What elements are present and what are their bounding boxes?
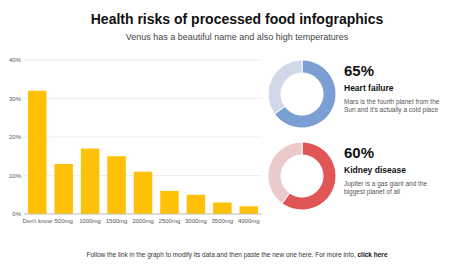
y-tick-label: 20% (9, 134, 22, 140)
grid-line (24, 60, 262, 61)
donut-percent: 65% (344, 62, 374, 79)
x-tick-label: 1000mg (79, 218, 101, 224)
bar (107, 156, 126, 214)
footer-text: Follow the link in the graph to modify i… (87, 251, 358, 259)
y-tick-label: 30% (9, 96, 22, 102)
donut-title: Kidney disease (344, 165, 406, 175)
donut-title: Heart failure (344, 83, 394, 93)
y-tick-label: 0% (12, 211, 21, 217)
bar (213, 202, 232, 214)
bar (134, 172, 153, 214)
bar (81, 149, 100, 214)
bar (240, 206, 259, 214)
bar (54, 164, 73, 214)
chart-root: Health risks of processed food infograph… (0, 0, 474, 266)
x-tick-label: 1500mg (106, 218, 128, 224)
bar (187, 195, 206, 214)
x-tick-label: 500mg (54, 218, 72, 224)
x-tick-label: 4000mg (238, 218, 260, 224)
donut-text: Jupiter is a gas giant and thebiggest pl… (344, 180, 427, 197)
donut-slice (268, 60, 302, 114)
x-tick-label: 3500mg (211, 218, 233, 224)
grid (24, 60, 262, 214)
x-axis-line (24, 214, 262, 215)
footer-link: click here (358, 251, 388, 258)
donut (268, 60, 336, 128)
y-tick-label: 40% (9, 57, 22, 63)
donut (268, 142, 336, 210)
y-tick-label: 10% (9, 173, 22, 179)
subtitle: Venus has a beautiful name and also high… (126, 32, 349, 42)
grid-line (24, 214, 262, 215)
x-tick-label: Don't know (22, 218, 52, 224)
grid-line (24, 137, 262, 138)
footer: Follow the link in the graph to modify i… (87, 251, 388, 259)
x-tick-label: 3000mg (185, 218, 207, 224)
bars (28, 91, 258, 214)
title: Health risks of processed food infograph… (91, 11, 384, 27)
x-tick-label: 2000mg (132, 218, 154, 224)
donut-percent: 60% (344, 144, 374, 161)
donut-text: Mars is the fourth planet from theSun an… (344, 98, 440, 115)
donut-slice (268, 142, 302, 204)
bar (28, 91, 47, 214)
bar (160, 191, 179, 214)
grid-line (24, 98, 262, 99)
x-tick-label: 2500mg (159, 218, 181, 224)
